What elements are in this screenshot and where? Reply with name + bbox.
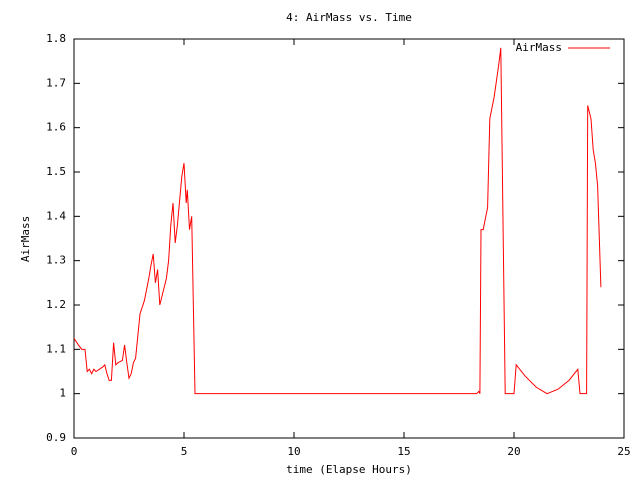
- y-tick-label: 1.5: [46, 165, 66, 178]
- y-tick-label: 1.2: [46, 298, 66, 311]
- plot-border: [73, 38, 625, 439]
- y-tick-label: 0.9: [46, 431, 66, 444]
- legend-label: AirMass: [516, 41, 562, 54]
- x-tick-label: 20: [507, 445, 520, 458]
- y-tick-label: 1.8: [46, 32, 66, 45]
- x-tick-label: 5: [181, 445, 188, 458]
- y-tick-label: 1.7: [46, 76, 66, 89]
- y-tick-label: 1.1: [46, 342, 66, 355]
- x-tick-label: 10: [287, 445, 300, 458]
- x-tick-label: 25: [617, 445, 630, 458]
- y-tick-label: 1.4: [46, 209, 66, 222]
- data-line: [73, 47, 602, 395]
- x-tick-label: 0: [71, 445, 78, 458]
- chart-title: 4: AirMass vs. Time: [286, 11, 412, 24]
- y-tick-label: 1.6: [46, 121, 66, 134]
- y-tick-label: 1: [59, 387, 66, 400]
- y-tick-label: 1.3: [46, 254, 66, 267]
- x-axis-label: time (Elapse Hours): [286, 463, 412, 476]
- y-axis-label: AirMass: [19, 216, 32, 262]
- x-tick-label: 15: [397, 445, 410, 458]
